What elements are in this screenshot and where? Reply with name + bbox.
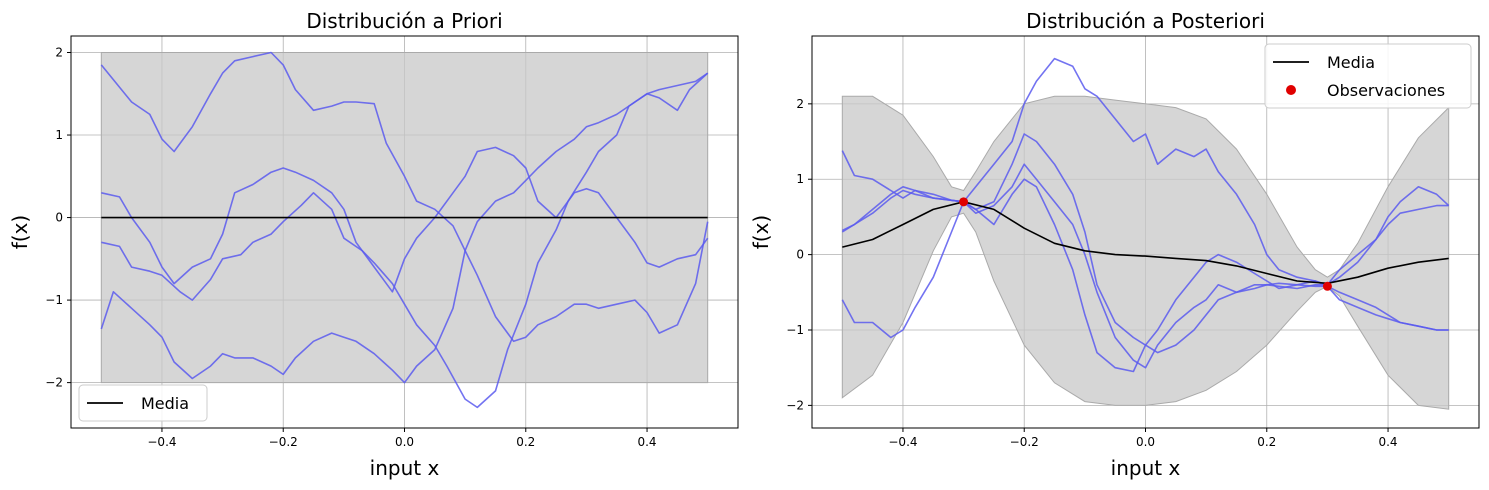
plot-area: [841, 57, 1450, 410]
x-tick-label: −0.2: [1010, 435, 1039, 449]
legend-label: Observaciones: [1327, 81, 1445, 100]
x-tick-label: 0.4: [1378, 435, 1397, 449]
sample-line: [101, 72, 709, 409]
observation-point: [1322, 281, 1332, 291]
sample-line: [841, 57, 1449, 331]
y-tick-label: −2: [45, 376, 63, 390]
x-tick-label: −0.2: [269, 435, 298, 449]
legend-label: Media: [1327, 53, 1375, 72]
sample-line: [100, 51, 709, 343]
mean-line: [842, 201, 1449, 285]
x-axis-label: input x: [1111, 456, 1181, 480]
plot-area: [100, 51, 709, 409]
y-tick-label: −2: [786, 398, 804, 412]
y-tick-label: 2: [55, 46, 63, 60]
y-tick-label: 1: [55, 128, 63, 142]
legend-box: [1264, 43, 1472, 109]
chart-title: Distribución a Posteriori: [1026, 9, 1265, 33]
y-tick-label: 2: [796, 97, 804, 111]
legend: Media Observaciones: [1264, 43, 1472, 109]
x-tick-label: −0.4: [147, 435, 176, 449]
y-tick-label: 1: [796, 172, 804, 186]
confidence-band: [841, 95, 1450, 410]
sample-line: [100, 72, 709, 384]
sample-line: [841, 163, 1449, 369]
y-tick-label: −1: [45, 293, 63, 307]
x-tick-label: −0.4: [888, 435, 917, 449]
y-axis-label: f(x): [749, 215, 773, 249]
y-axis-label: f(x): [8, 215, 32, 249]
legend-swatch-marker: [1286, 85, 1296, 95]
y-tick-label: 0: [55, 211, 63, 225]
sample-line: [101, 146, 709, 293]
x-tick-label: 0.0: [395, 435, 414, 449]
observation-point: [959, 197, 969, 207]
sample-line: [841, 178, 1449, 373]
x-tick-label: 0.0: [1136, 435, 1155, 449]
chart-title: Distribución a Priori: [306, 9, 502, 33]
legend: Media: [78, 384, 208, 422]
legend-box: [78, 384, 208, 422]
legend-label: Media: [141, 394, 189, 413]
x-axis-label: input x: [370, 456, 440, 480]
chart-1: −0.4 −0.2 0.0 0.2 0.4 −2 −1 0 1 2 Distribución a P…: [8, 9, 739, 480]
x-tick-label: 0.2: [516, 435, 535, 449]
x-tick-label: 0.2: [1257, 435, 1276, 449]
x-tick-label: 0.4: [637, 435, 656, 449]
chart-2: −0.4 −0.2 0.0 0.2 0.4 −2 −1 0 1 2 Distribución a P…: [749, 9, 1480, 480]
y-tick-label: −1: [786, 323, 804, 337]
y-tick-label: 0: [796, 248, 804, 262]
